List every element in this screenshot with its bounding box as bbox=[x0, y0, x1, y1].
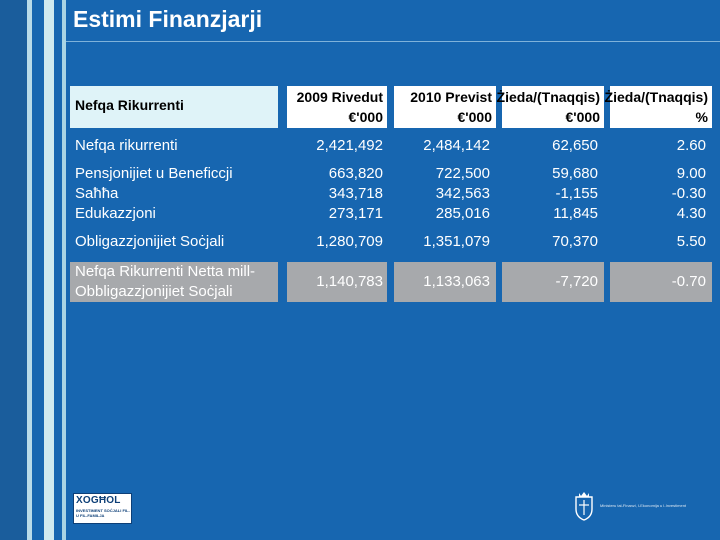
row-label: Nefqa Rikurrenti Netta mill- bbox=[75, 263, 256, 280]
header-label: Nefqa Rikurrenti bbox=[75, 97, 184, 113]
decor-stripe-1 bbox=[0, 0, 27, 540]
header-col-diff-line1: Żieda/(Tnaqqis) bbox=[496, 89, 600, 105]
header-col-pct-line1: Żieda/(Tnaqqis) bbox=[604, 89, 708, 105]
ministry-name: Ministeru tal-Finanzi, l-Ekonomija u l-I… bbox=[600, 503, 687, 508]
value-diff: 59,680 bbox=[552, 165, 598, 182]
total-2010-bg bbox=[394, 262, 496, 302]
value-diff: 11,845 bbox=[553, 205, 598, 222]
total-label-bg bbox=[70, 262, 278, 302]
value-2009: 663,820 bbox=[328, 165, 383, 182]
row-label: Pensjonijiet u Beneficcji bbox=[75, 165, 233, 182]
total-diff-bg bbox=[502, 262, 604, 302]
total-pct-bg bbox=[610, 262, 712, 302]
table-header: Nefqa Rikurrenti 2009 Rivedut €'000 2010… bbox=[70, 84, 712, 130]
value-2009: 1,280,709 bbox=[316, 233, 383, 250]
value-diff: 62,650 bbox=[552, 137, 598, 154]
header-col-pct-line2: % bbox=[695, 109, 708, 125]
header-col-diff: Żieda/(Tnaqqis) €'000 bbox=[497, 86, 604, 128]
government-crest-icon bbox=[575, 492, 593, 521]
value-2009: 1,140,783 bbox=[316, 273, 383, 290]
value-2009: 2,421,492 bbox=[316, 137, 383, 154]
value-pct: 4.30 bbox=[676, 205, 706, 222]
decor-stripe-4 bbox=[44, 0, 54, 540]
header-col-2009-line1: 2009 Rivedut bbox=[296, 89, 383, 105]
decor-stripe-6 bbox=[62, 0, 66, 540]
slide-title: Estimi Finanzjarji bbox=[73, 6, 263, 32]
logo-main-text: XOGĦOL bbox=[76, 495, 121, 506]
header-col-2009-line2: €'000 bbox=[348, 109, 383, 125]
table-row: Pensjonijiet u Beneficcji Saħħa Edukazzj… bbox=[70, 164, 712, 226]
value-2010: 1,133,063 bbox=[423, 273, 490, 290]
value-2009: 273,171 bbox=[328, 205, 383, 222]
value-pct: -0.70 bbox=[671, 273, 706, 290]
value-pct: -0.30 bbox=[671, 185, 706, 202]
title-band bbox=[66, 0, 720, 42]
header-label-cell: Nefqa Rikurrenti bbox=[70, 86, 278, 128]
value-pct: 2.60 bbox=[676, 137, 706, 154]
logo-sub-text: INVESTIMENT SOĊJALI FIL-U FIL-FAMILJA bbox=[76, 508, 130, 518]
decor-stripe-5 bbox=[54, 0, 62, 540]
row-label: Saħħa bbox=[75, 185, 119, 202]
decor-stripe-2 bbox=[27, 0, 32, 540]
row-label: Nefqa rikurrenti bbox=[75, 137, 178, 154]
value-2010: 2,484,142 bbox=[423, 137, 490, 154]
value-2010: 342,563 bbox=[435, 185, 490, 202]
value-diff: -1,155 bbox=[555, 185, 598, 202]
value-pct: 9.00 bbox=[676, 165, 706, 182]
header-col-2010-line2: €'000 bbox=[457, 109, 492, 125]
header-col-2010-line1: 2010 Previst bbox=[410, 89, 492, 105]
value-2010: 285,016 bbox=[435, 205, 490, 222]
header-col-diff-line2: €'000 bbox=[565, 109, 600, 125]
row-label: Obligazzjonijiet Soċjali bbox=[75, 233, 225, 250]
row-label: Edukazzjoni bbox=[75, 205, 156, 222]
header-col-pct: Żieda/(Tnaqqis) % bbox=[605, 86, 712, 128]
value-2009: 343,718 bbox=[328, 185, 383, 202]
value-diff: -7,720 bbox=[555, 273, 598, 290]
total-2009-bg bbox=[287, 262, 387, 302]
row-label: Obbligazzjonijiet Soċjali bbox=[75, 283, 233, 300]
value-2010: 1,351,079 bbox=[423, 233, 490, 250]
table-row: Obligazzjonijiet Soċjali 1,280,709 1,351… bbox=[70, 232, 712, 256]
header-col-2009: 2009 Rivedut €'000 bbox=[287, 86, 387, 128]
value-pct: 5.50 bbox=[676, 233, 706, 250]
xoghol-logo: XOGĦOL INVESTIMENT SOĊJALI FIL-U FIL-FAM… bbox=[73, 493, 132, 524]
value-diff: 70,370 bbox=[552, 233, 598, 250]
table-row-total: Nefqa Rikurrenti Netta mill- Obbligazzjo… bbox=[70, 262, 712, 302]
decor-stripe-3 bbox=[32, 0, 44, 540]
header-col-2010: 2010 Previst €'000 bbox=[394, 86, 496, 128]
value-2010: 722,500 bbox=[435, 165, 490, 182]
table-row: Nefqa rikurrenti 2,421,492 2,484,142 62,… bbox=[70, 136, 712, 160]
